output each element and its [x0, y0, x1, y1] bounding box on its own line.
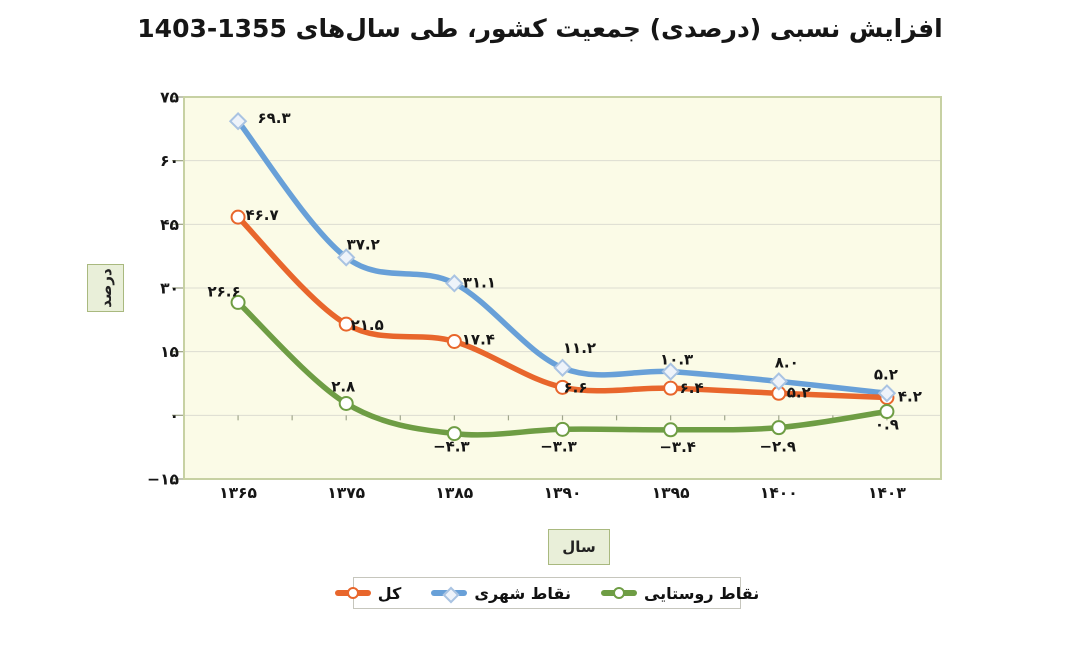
data-label: −۳.۴ [659, 438, 696, 456]
y-axis-title: درصد [96, 268, 115, 308]
rural-series-swatch-icon [600, 586, 637, 600]
data-point-marker-diamond [337, 248, 356, 267]
data-point-marker-circle [663, 422, 679, 438]
data-label: ۴۶.۷ [245, 206, 278, 224]
legend-label-rural: نقاط روستایی [643, 583, 760, 603]
data-label: ۳۱.۱ [463, 273, 496, 291]
data-label: −۳.۳ [540, 437, 577, 455]
legend-item-urban: نقاط شهری [431, 583, 571, 604]
data-label: ۵.۲ [874, 365, 898, 383]
data-point-marker-circle [446, 426, 462, 442]
data-point-marker-circle [663, 380, 679, 396]
legend-item-rural: نقاط روستایی [600, 583, 760, 603]
x-axis-title-box: سال [548, 529, 610, 565]
data-label: ۸.۰ [775, 353, 799, 371]
data-point-marker-diamond [877, 384, 897, 403]
data-label: ۶.۶ [563, 378, 587, 396]
x-tick-label: ۱۳۹۵ [652, 484, 690, 502]
x-tick-label: ۱۳۷۵ [327, 484, 365, 502]
data-point-marker-diamond [228, 112, 248, 131]
y-tick-label: −۱۵ [147, 471, 179, 489]
y-tick-label: ۱۵ [160, 343, 179, 361]
data-label: −۲.۹ [759, 438, 796, 456]
data-point-marker-diamond [445, 274, 464, 293]
data-label: ۱۷.۴ [462, 330, 495, 348]
data-point-marker-diamond [661, 362, 680, 381]
x-tick-label: ۱۳۸۵ [435, 484, 473, 502]
data-label: ۱۱.۲ [563, 339, 596, 357]
chart-title: افزایش نسبی (درصدی) جمعیت کشور، طی سال‌ه… [137, 14, 943, 43]
data-point-marker-circle [338, 316, 354, 332]
legend-label-total: کل [377, 583, 402, 603]
legend-label-urban: نقاط شهری [474, 583, 571, 603]
data-point-marker-circle [230, 294, 246, 310]
data-point-marker-circle [879, 404, 895, 420]
data-point-marker-diamond [553, 358, 572, 377]
x-tick-label: ۱۳۹۰ [544, 484, 582, 502]
data-label: ۳۷.۲ [347, 235, 380, 253]
data-point-marker-diamond [769, 372, 788, 391]
x-tick-label: ۱۴۰۰ [760, 484, 798, 502]
y-tick-label: ۴۵ [160, 216, 179, 234]
y-axis-title-box: درصد [87, 264, 124, 312]
y-tick-label: ۳۰ [160, 280, 179, 298]
data-label: ۰.۹ [875, 416, 899, 434]
data-point-marker-circle [555, 379, 570, 395]
data-label: ۴.۲ [898, 388, 922, 406]
total-series-swatch-icon [334, 586, 371, 600]
legend: کل نقاط شهری نقاط روستایی [334, 577, 759, 609]
data-label: ۶.۴ [680, 379, 704, 397]
data-label: ۲۱.۵ [351, 316, 384, 334]
data-point-marker-circle [555, 421, 570, 437]
data-label: ۲.۸ [331, 377, 355, 395]
data-point-marker-circle [338, 395, 354, 411]
y-tick-label: ۶۰ [160, 152, 179, 170]
data-point-marker-circle [771, 420, 787, 436]
x-axis-title: سال [562, 538, 596, 556]
urban-series-swatch-icon [431, 586, 468, 604]
data-label: ۲۶.۶ [207, 282, 240, 300]
data-label: ۱۰.۳ [660, 351, 693, 369]
y-tick-label: ۰ [170, 407, 179, 425]
legend-item-total: کل [334, 583, 402, 603]
data-label: ۶۹.۳ [257, 109, 290, 127]
data-label: ۵.۲ [787, 383, 811, 401]
y-tick-label: ۷۵ [160, 89, 179, 107]
x-tick-label: ۱۳۶۵ [219, 484, 257, 502]
data-label: −۴.۳ [433, 438, 470, 456]
data-point-marker-circle [230, 209, 246, 225]
data-point-marker-circle [446, 333, 462, 349]
plot-border [183, 96, 942, 480]
x-tick-label: ۱۴۰۳ [868, 484, 906, 502]
